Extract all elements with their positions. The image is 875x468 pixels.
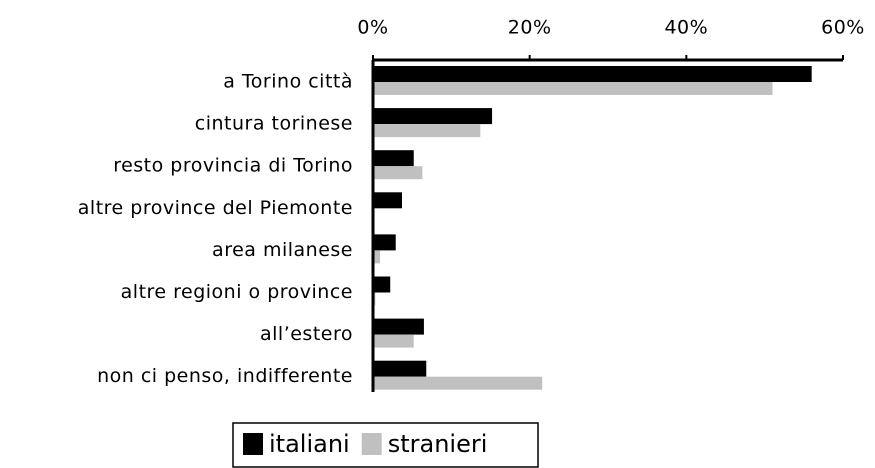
y-tick-label: non ci penso, indifferente: [97, 365, 353, 387]
bar: [373, 376, 543, 390]
y-tick-label: altre regioni o province: [121, 281, 353, 303]
legend-swatch: [361, 433, 382, 455]
x-tick-label: 20%: [508, 17, 552, 39]
bar: [373, 124, 481, 138]
x-tick-label: 40%: [664, 17, 708, 39]
bar: [373, 360, 427, 377]
bar: [373, 192, 402, 209]
bar: [373, 66, 812, 82]
y-tick-label: altre province del Piemonte: [78, 197, 353, 219]
y-tick-label: area milanese: [212, 239, 353, 261]
bar: [373, 108, 493, 125]
legend-swatch: [243, 433, 263, 455]
y-tick-label: cintura torinese: [195, 113, 353, 135]
bar: [373, 234, 396, 251]
x-tick-label: 0%: [357, 17, 388, 39]
y-tick-label: a Torino città: [223, 71, 353, 93]
bar: [373, 166, 423, 180]
bar: [373, 82, 773, 95]
legend-box: [232, 422, 539, 468]
bar: [373, 318, 424, 335]
y-tick-label: all’estero: [260, 323, 353, 345]
x-tick-label: 60%: [821, 17, 865, 39]
bar: [373, 250, 381, 264]
bar: [373, 150, 414, 167]
y-tick-label: resto provincia di Torino: [113, 155, 353, 177]
bar: [373, 334, 414, 348]
legend-label: stranieri: [388, 430, 488, 458]
legend-label: italiani: [269, 430, 350, 458]
bar: [373, 276, 391, 293]
